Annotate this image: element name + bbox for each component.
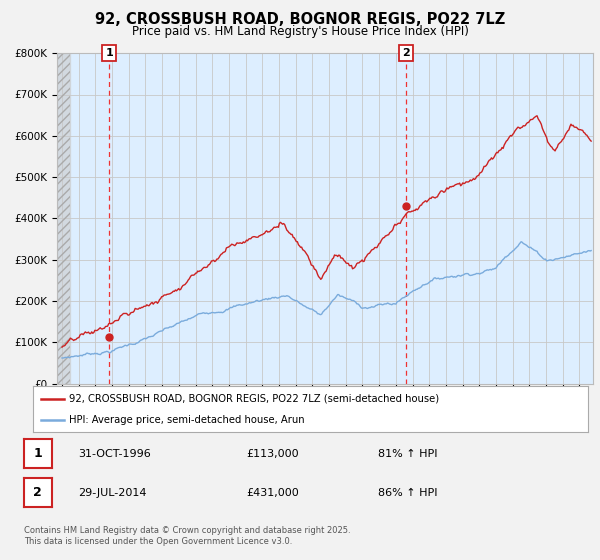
Text: 2: 2 — [401, 48, 409, 58]
Text: Contains HM Land Registry data © Crown copyright and database right 2025.
This d: Contains HM Land Registry data © Crown c… — [24, 526, 350, 546]
Text: 1: 1 — [106, 48, 113, 58]
Text: 92, CROSSBUSH ROAD, BOGNOR REGIS, PO22 7LZ: 92, CROSSBUSH ROAD, BOGNOR REGIS, PO22 7… — [95, 12, 505, 27]
Text: 92, CROSSBUSH ROAD, BOGNOR REGIS, PO22 7LZ (semi-detached house): 92, CROSSBUSH ROAD, BOGNOR REGIS, PO22 7… — [69, 394, 439, 404]
Text: 31-OCT-1996: 31-OCT-1996 — [78, 449, 151, 459]
Bar — [57, 53, 70, 384]
Text: 2: 2 — [34, 486, 42, 500]
Text: 29-JUL-2014: 29-JUL-2014 — [78, 488, 146, 498]
Text: 1: 1 — [34, 447, 42, 460]
Text: £113,000: £113,000 — [246, 449, 299, 459]
Bar — [57, 53, 70, 384]
Text: 81% ↑ HPI: 81% ↑ HPI — [378, 449, 437, 459]
Text: 86% ↑ HPI: 86% ↑ HPI — [378, 488, 437, 498]
Text: £431,000: £431,000 — [246, 488, 299, 498]
Text: Price paid vs. HM Land Registry's House Price Index (HPI): Price paid vs. HM Land Registry's House … — [131, 25, 469, 38]
Text: HPI: Average price, semi-detached house, Arun: HPI: Average price, semi-detached house,… — [69, 415, 305, 425]
